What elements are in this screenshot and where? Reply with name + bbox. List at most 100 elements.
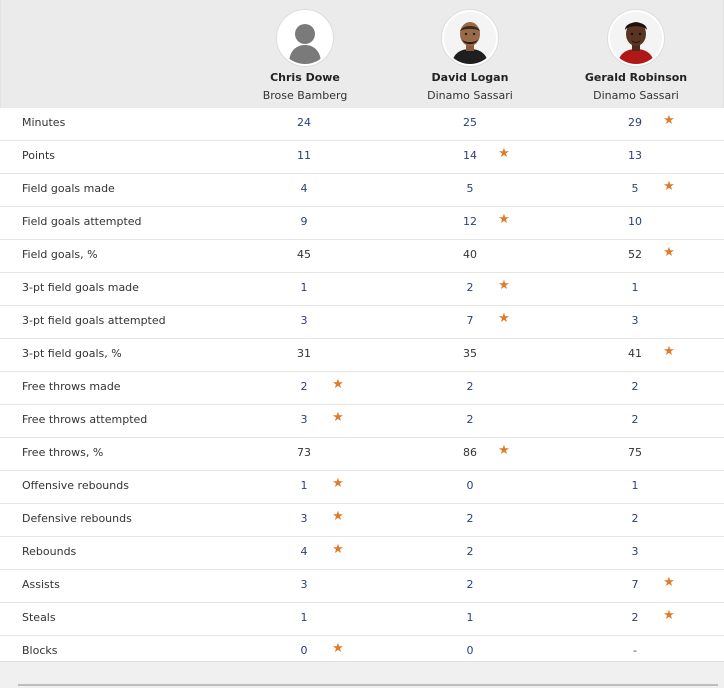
stat-label: Field goals, % (22, 248, 98, 261)
stat-row: Field goals, % 45 40 52 ★ (0, 240, 724, 273)
stat-row: Defensive rebounds 3 ★ 2 2 (0, 504, 724, 537)
stat-value: 2 (466, 380, 474, 393)
stat-value: 4 (300, 545, 308, 558)
stat-value: 10 (628, 215, 642, 228)
player-column-1[interactable]: Chris Dowe Brose Bamberg (225, 0, 385, 108)
stat-value: 9 (300, 215, 308, 228)
stat-value: - (633, 644, 637, 657)
stat-row: Field goals made 4 5 5 ★ (0, 174, 724, 207)
stat-value: 75 (628, 446, 642, 459)
stat-value: 12 (463, 215, 477, 228)
best-star-icon: ★ (498, 212, 510, 227)
stat-value: 2 (631, 380, 639, 393)
best-star-icon: ★ (663, 179, 675, 194)
stat-row: 3-pt field goals, % 31 35 41 ★ (0, 339, 724, 372)
stat-value: 3 (300, 413, 308, 426)
stat-value: 2 (631, 512, 639, 525)
stat-value: 7 (631, 578, 639, 591)
stat-value: 73 (297, 446, 311, 459)
stat-label: Steals (22, 611, 56, 624)
stat-label: Blocks (22, 644, 58, 657)
stat-value: 2 (466, 578, 474, 591)
best-star-icon: ★ (663, 113, 675, 128)
player-column-2[interactable]: David Logan Dinamo Sassari (390, 0, 550, 108)
best-star-icon: ★ (663, 245, 675, 260)
stat-label: Rebounds (22, 545, 77, 558)
best-star-icon: ★ (332, 641, 344, 656)
player-column-3[interactable]: Gerald Robinson Dinamo Sassari (556, 0, 716, 108)
stat-row: Free throws made 2 ★ 2 2 (0, 372, 724, 405)
stat-value: 0 (466, 644, 474, 657)
stat-label: Offensive rebounds (22, 479, 129, 492)
stat-row: Points 11 14 ★ 13 (0, 141, 724, 174)
stat-value: 1 (300, 281, 308, 294)
stat-value: 40 (463, 248, 477, 261)
stat-value: 2 (631, 611, 639, 624)
stat-label: Free throws attempted (22, 413, 148, 426)
best-star-icon: ★ (498, 443, 510, 458)
stat-row: Free throws attempted 3 ★ 2 2 (0, 405, 724, 438)
stat-row: Minutes 24 25 29 ★ (0, 108, 724, 141)
stat-value: 35 (463, 347, 477, 360)
player-photo-icon (442, 10, 498, 66)
player-team: Brose Bamberg (262, 89, 348, 102)
stat-value: 45 (297, 248, 311, 261)
stat-value: 31 (297, 347, 311, 360)
player-name[interactable]: Chris Dowe (270, 71, 340, 84)
stats-table: Minutes 24 25 29 ★ Points 11 14 ★ 13 Field goals m… (0, 108, 724, 671)
stat-value: 11 (297, 149, 311, 162)
stat-value: 3 (631, 314, 639, 327)
stat-value: 24 (297, 116, 311, 129)
stat-value: 13 (628, 149, 642, 162)
stat-value: 2 (466, 545, 474, 558)
stat-row: 3-pt field goals made 1 2 ★ 1 (0, 273, 724, 306)
stat-value: 3 (300, 314, 308, 327)
best-star-icon: ★ (498, 278, 510, 293)
best-star-icon: ★ (332, 410, 344, 425)
stat-row: 3-pt field goals attempted 3 7 ★ 3 (0, 306, 724, 339)
stat-row: Field goals attempted 9 12 ★ 10 (0, 207, 724, 240)
stat-value: 0 (300, 644, 308, 657)
stat-label: Points (22, 149, 56, 162)
stat-value: 0 (466, 479, 474, 492)
stat-label: Field goals attempted (22, 215, 142, 228)
stat-value: 4 (300, 182, 308, 195)
stat-value: 1 (300, 479, 308, 492)
best-star-icon: ★ (663, 344, 675, 359)
stat-value: 1 (631, 479, 639, 492)
player-name[interactable]: David Logan (431, 71, 509, 84)
stat-row: Free throws, % 73 86 ★ 75 (0, 438, 724, 471)
player-photo-icon (608, 10, 664, 66)
stat-value: 1 (300, 611, 308, 624)
stat-value: 41 (628, 347, 642, 360)
best-star-icon: ★ (332, 542, 344, 557)
stat-row: Rebounds 4 ★ 2 3 (0, 537, 724, 570)
stat-row: Offensive rebounds 1 ★ 0 1 (0, 471, 724, 504)
stat-label: 3-pt field goals, % (22, 347, 122, 360)
stat-value: 5 (466, 182, 474, 195)
stat-value: 2 (466, 413, 474, 426)
stat-value: 1 (466, 611, 474, 624)
stat-value: 2 (631, 413, 639, 426)
silhouette-avatar-icon (277, 10, 333, 66)
scrollbar-track[interactable] (18, 684, 718, 686)
stat-value: 3 (300, 578, 308, 591)
stat-label: Field goals made (22, 182, 115, 195)
best-star-icon: ★ (332, 509, 344, 524)
stat-label: Defensive rebounds (22, 512, 132, 525)
stat-value: 3 (631, 545, 639, 558)
best-star-icon: ★ (498, 146, 510, 161)
stat-label: Minutes (22, 116, 66, 129)
stat-value: 14 (463, 149, 477, 162)
stat-value: 7 (466, 314, 474, 327)
stat-value: 29 (628, 116, 642, 129)
horizontal-scrollbar[interactable] (0, 661, 724, 688)
stat-value: 86 (463, 446, 477, 459)
player-name[interactable]: Gerald Robinson (584, 71, 688, 84)
best-star-icon: ★ (332, 476, 344, 491)
stat-value: 25 (463, 116, 477, 129)
stat-label: 3-pt field goals attempted (22, 314, 166, 327)
best-star-icon: ★ (498, 311, 510, 326)
stat-value: 52 (628, 248, 642, 261)
best-star-icon: ★ (663, 575, 675, 590)
